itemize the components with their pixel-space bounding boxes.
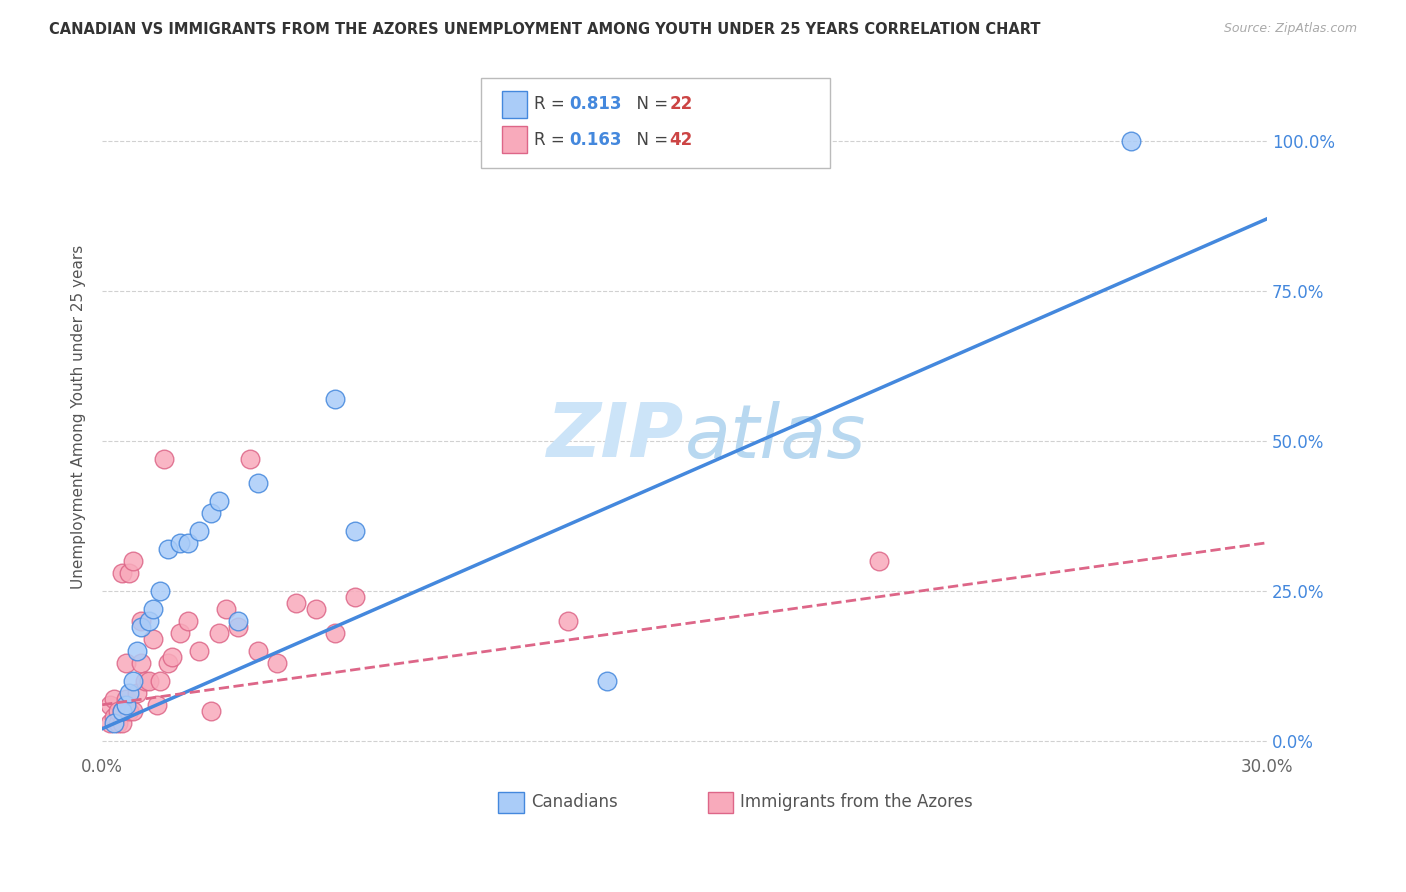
Point <box>188 524 211 538</box>
Point <box>343 524 366 538</box>
Point <box>142 632 165 646</box>
Point <box>176 614 198 628</box>
Point <box>107 704 129 718</box>
Point <box>111 704 134 718</box>
FancyBboxPatch shape <box>498 792 524 814</box>
Point <box>114 656 136 670</box>
Point <box>129 656 152 670</box>
Point <box>160 649 183 664</box>
Point <box>868 554 890 568</box>
Point <box>114 698 136 712</box>
Point <box>103 715 125 730</box>
Point <box>266 656 288 670</box>
FancyBboxPatch shape <box>481 78 830 169</box>
Point <box>208 493 231 508</box>
Point <box>107 715 129 730</box>
Y-axis label: Unemployment Among Youth under 25 years: Unemployment Among Youth under 25 years <box>72 244 86 589</box>
Point <box>103 691 125 706</box>
Point <box>343 590 366 604</box>
Text: 22: 22 <box>669 95 693 113</box>
Point <box>200 506 222 520</box>
Point <box>1119 134 1142 148</box>
FancyBboxPatch shape <box>502 126 527 153</box>
Point <box>98 715 121 730</box>
Point <box>246 475 269 490</box>
Point <box>138 673 160 688</box>
Point <box>149 583 172 598</box>
Point <box>239 451 262 466</box>
Point <box>127 644 149 658</box>
Text: atlas: atlas <box>685 401 866 473</box>
Point <box>111 715 134 730</box>
Point <box>111 566 134 580</box>
Point <box>157 656 180 670</box>
Point <box>305 601 328 615</box>
Point <box>208 625 231 640</box>
Point <box>103 710 125 724</box>
Point <box>145 698 167 712</box>
Point <box>226 614 249 628</box>
Point <box>323 392 346 406</box>
FancyBboxPatch shape <box>502 91 527 118</box>
Text: Immigrants from the Azores: Immigrants from the Azores <box>741 794 973 812</box>
Point <box>149 673 172 688</box>
Text: Canadians: Canadians <box>531 794 617 812</box>
Point <box>127 686 149 700</box>
Text: R =: R = <box>534 95 571 113</box>
Text: Source: ZipAtlas.com: Source: ZipAtlas.com <box>1223 22 1357 36</box>
Point <box>118 704 141 718</box>
Text: N =: N = <box>626 95 673 113</box>
Text: CANADIAN VS IMMIGRANTS FROM THE AZORES UNEMPLOYMENT AMONG YOUTH UNDER 25 YEARS C: CANADIAN VS IMMIGRANTS FROM THE AZORES U… <box>49 22 1040 37</box>
Point <box>98 698 121 712</box>
Point <box>226 620 249 634</box>
Point <box>246 644 269 658</box>
Point <box>557 614 579 628</box>
Point <box>118 566 141 580</box>
Text: N =: N = <box>626 131 673 149</box>
Point <box>596 673 619 688</box>
Point <box>215 601 238 615</box>
Text: 0.163: 0.163 <box>569 131 621 149</box>
Point <box>122 673 145 688</box>
Point <box>323 625 346 640</box>
Text: ZIP: ZIP <box>547 401 685 474</box>
Point <box>169 536 191 550</box>
Point <box>122 704 145 718</box>
Point <box>285 596 308 610</box>
Point <box>129 620 152 634</box>
Text: 0.813: 0.813 <box>569 95 621 113</box>
Point <box>111 704 134 718</box>
Point <box>114 691 136 706</box>
Point <box>176 536 198 550</box>
Text: 42: 42 <box>669 131 693 149</box>
Point <box>200 704 222 718</box>
Point <box>169 625 191 640</box>
FancyBboxPatch shape <box>707 792 734 814</box>
Point <box>157 541 180 556</box>
Point <box>153 451 176 466</box>
Point <box>134 673 156 688</box>
Point <box>129 614 152 628</box>
Point <box>142 601 165 615</box>
Point <box>138 614 160 628</box>
Point <box>188 644 211 658</box>
Point <box>118 686 141 700</box>
Text: R =: R = <box>534 131 571 149</box>
Point <box>122 554 145 568</box>
